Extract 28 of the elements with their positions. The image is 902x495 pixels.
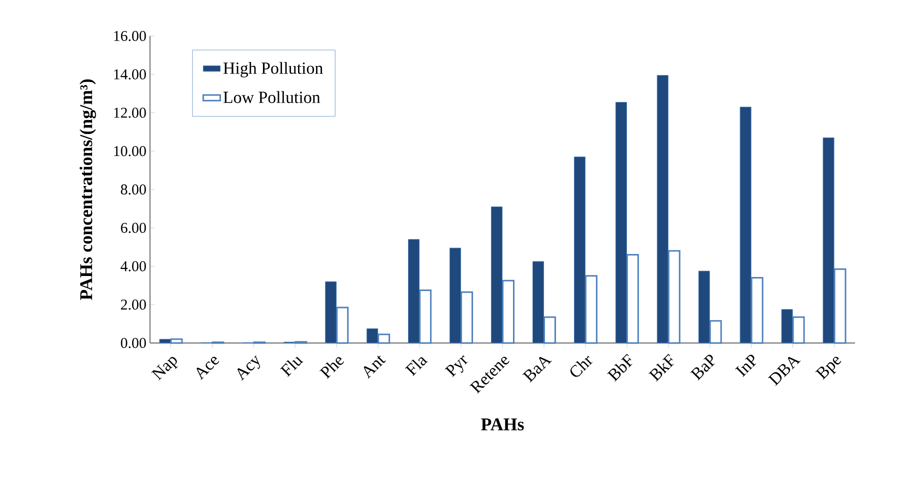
x-tick-label: BkF [648,354,674,382]
x-tick-label: BaP [690,354,715,380]
legend-label: High Pollution [223,62,323,78]
y-tick-label: 6.00 [120,222,146,233]
x-tick-label: Nap [151,356,178,380]
x-tick-label: Ant [364,356,386,379]
x-tick-label: InP [735,354,756,378]
y-tick-label: 12.00 [114,108,146,118]
x-tick-label: Pyr [444,355,468,378]
x-tick-label: Ace [196,356,220,380]
x-tick-label: Bpe [815,356,842,380]
x-tick-label: Chr [570,356,593,377]
x-tick-label: Phe [319,357,344,379]
x-tick-label: Flu [280,356,304,377]
y-tick-label: 8.00 [120,184,146,195]
y-axis-title: PAHs concentrations/(ng/m³) [80,79,96,300]
y-tick-label: 0.00 [120,338,146,348]
y-tick-label: 4.00 [120,261,146,272]
x-tick-label: Acy [237,355,260,381]
y-tick-label: 10.00 [114,146,146,156]
x-tick-label: BaA [522,356,552,382]
y-tick-label: 14.00 [114,69,146,80]
x-tick-label: Fla [405,357,428,376]
x-tick-label: BbF [607,354,632,382]
legend-label: Low Pollution [223,91,320,104]
y-tick-label: 16.00 [114,30,146,42]
y-tick-label: 2.00 [120,300,146,310]
x-axis-title: PAHs [481,418,524,430]
